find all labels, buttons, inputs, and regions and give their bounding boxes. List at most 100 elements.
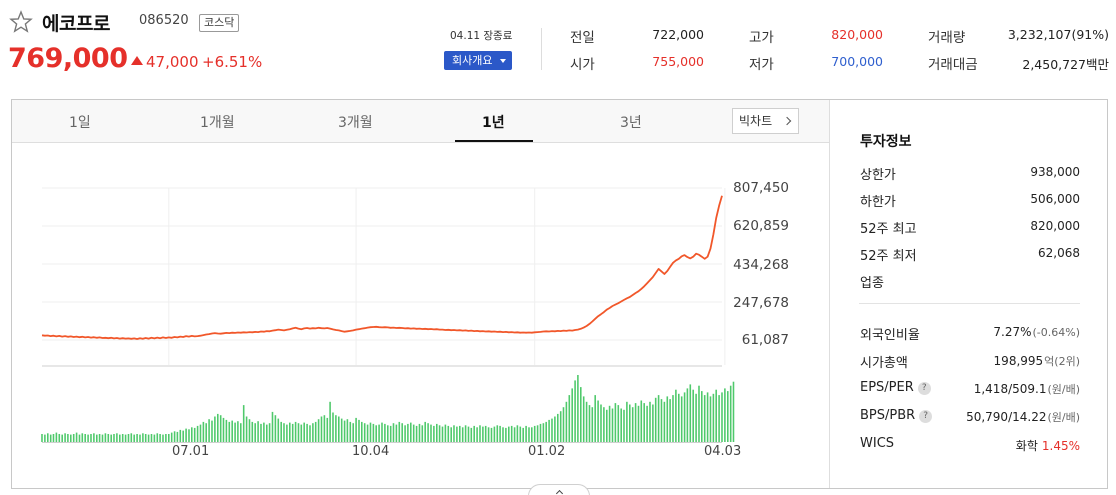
volume-bar bbox=[476, 427, 478, 442]
volume-bar bbox=[121, 434, 124, 442]
volume-bar bbox=[127, 434, 130, 442]
divider bbox=[829, 100, 830, 488]
y-tick-label: 247,678 bbox=[733, 295, 789, 311]
volume-bar bbox=[643, 403, 645, 442]
volume-bar bbox=[617, 405, 620, 442]
volume-bar bbox=[173, 431, 176, 442]
volume-bar bbox=[110, 434, 112, 442]
volume-bar bbox=[683, 392, 686, 442]
tab-1y[interactable]: 1년 bbox=[482, 115, 505, 131]
volume-bar bbox=[401, 423, 403, 442]
volume-bar bbox=[554, 416, 556, 442]
tab-3m[interactable]: 3개월 bbox=[338, 115, 373, 131]
volume-bar bbox=[487, 427, 490, 442]
volume-bar bbox=[459, 425, 461, 442]
x-tick-label: 07.01 bbox=[172, 444, 210, 459]
volume-bar bbox=[467, 426, 470, 442]
high-value: 820,000 bbox=[831, 27, 883, 42]
volume-bar bbox=[580, 387, 582, 442]
volume-bar bbox=[695, 393, 697, 442]
volume-bar bbox=[144, 434, 147, 442]
volume-bar bbox=[147, 434, 150, 442]
volume-bar bbox=[482, 426, 484, 442]
company-overview-label: 회사개요 bbox=[452, 54, 493, 67]
star-icon[interactable] bbox=[9, 10, 33, 34]
invest-row-label: 시가총액 bbox=[860, 352, 908, 371]
volume-bar bbox=[300, 424, 303, 442]
volume-bar bbox=[159, 434, 161, 442]
volume-bar bbox=[508, 426, 510, 442]
volume-bar bbox=[484, 425, 487, 442]
stock-name: 에코프로 bbox=[42, 13, 110, 35]
volume-bar bbox=[525, 425, 527, 442]
volume-bar bbox=[597, 400, 599, 442]
volume-bar bbox=[254, 423, 256, 442]
prev-close-label: 전일 bbox=[570, 30, 595, 46]
volume-bar bbox=[384, 423, 386, 442]
volume-bar bbox=[473, 425, 475, 442]
volume-bar bbox=[67, 434, 69, 442]
volume-bar bbox=[84, 434, 86, 442]
volume-bar bbox=[191, 427, 193, 442]
volume-bar bbox=[291, 423, 294, 442]
change-amount: 47,000 bbox=[146, 53, 199, 71]
y-tick-label: 61,087 bbox=[741, 332, 789, 348]
help-icon[interactable]: ? bbox=[919, 410, 933, 423]
volume-bar bbox=[211, 420, 213, 442]
volume-bar bbox=[142, 433, 144, 442]
volume-bar bbox=[686, 388, 689, 442]
trade-value-value: 2,450,727백만 bbox=[1022, 57, 1109, 72]
volume-bar bbox=[182, 430, 184, 442]
x-tick-label: 10.04 bbox=[352, 444, 390, 459]
volume-bar bbox=[430, 424, 432, 442]
tab-1d[interactable]: 1일 bbox=[69, 115, 91, 131]
invest-row-value-text: 7.27% bbox=[993, 325, 1032, 339]
volume-bar bbox=[433, 425, 435, 442]
help-icon[interactable]: ? bbox=[917, 382, 931, 395]
volume-bar bbox=[410, 422, 412, 442]
volume-bar bbox=[202, 421, 205, 442]
price-line bbox=[41, 195, 723, 340]
volume-bar bbox=[718, 395, 720, 442]
volume-bar bbox=[721, 392, 723, 442]
company-overview-button[interactable]: 회사개요 bbox=[444, 51, 512, 70]
volume-bar bbox=[715, 389, 717, 442]
volume-bar bbox=[196, 425, 199, 442]
big-chart-button[interactable]: 빅차트 bbox=[732, 108, 799, 134]
active-tab-indicator bbox=[455, 140, 533, 142]
invest-row-value: 50,790/14.22(원/배) bbox=[920, 409, 1080, 425]
volume-bar bbox=[660, 399, 663, 442]
volume-bar bbox=[395, 424, 398, 442]
volume-bar bbox=[594, 395, 596, 442]
invest-row-value-text: 198,995 bbox=[993, 354, 1044, 368]
volume-bar bbox=[533, 425, 536, 442]
volume-bar bbox=[335, 415, 337, 442]
volume-bar bbox=[729, 385, 732, 442]
volume-bar bbox=[496, 425, 499, 443]
low-label: 저가 bbox=[749, 57, 774, 73]
volume-bar bbox=[626, 401, 628, 442]
volume-bar bbox=[294, 421, 297, 442]
invest-row-value: 7.27%(-0.64%) bbox=[920, 325, 1080, 339]
volume-bar bbox=[242, 405, 245, 442]
volume-bar bbox=[424, 421, 426, 442]
volume-bar bbox=[248, 419, 251, 442]
volume-bar bbox=[217, 413, 219, 442]
tab-3y[interactable]: 3년 bbox=[620, 115, 642, 131]
volume-bar bbox=[392, 423, 395, 442]
volume-bar bbox=[168, 434, 170, 442]
volume-bar bbox=[49, 434, 52, 442]
invest-row-label-text: 외국인비율 bbox=[860, 328, 920, 343]
invest-row-value: 1,418/509.1(원/배) bbox=[920, 381, 1080, 397]
volume-bar bbox=[453, 425, 455, 443]
volume-bar bbox=[415, 425, 418, 442]
volume-bar bbox=[436, 423, 438, 442]
collapse-toggle[interactable] bbox=[528, 484, 590, 495]
volume-bar bbox=[199, 424, 202, 442]
tab-1m[interactable]: 1개월 bbox=[200, 115, 235, 131]
volume-bar bbox=[490, 427, 493, 442]
invest-row-label-text: EPS/PER bbox=[860, 380, 914, 395]
volume-bar bbox=[672, 395, 674, 442]
volume-bar bbox=[577, 375, 579, 442]
